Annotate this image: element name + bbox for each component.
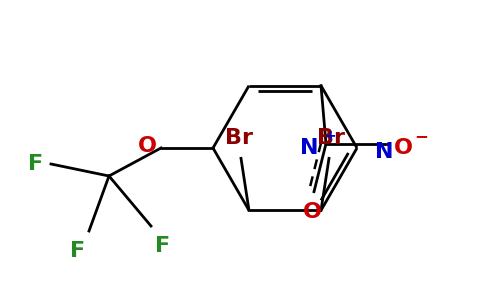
Text: +: + [324,129,335,142]
Text: O: O [394,138,413,158]
Text: N: N [375,142,393,162]
Text: F: F [28,154,43,174]
Text: Br: Br [317,128,345,148]
Text: −: − [414,127,428,145]
Text: O: O [138,136,157,156]
Text: N: N [300,138,318,158]
Text: Br: Br [225,128,253,148]
Text: F: F [155,236,170,256]
Text: F: F [70,241,85,261]
Text: O: O [302,202,321,222]
